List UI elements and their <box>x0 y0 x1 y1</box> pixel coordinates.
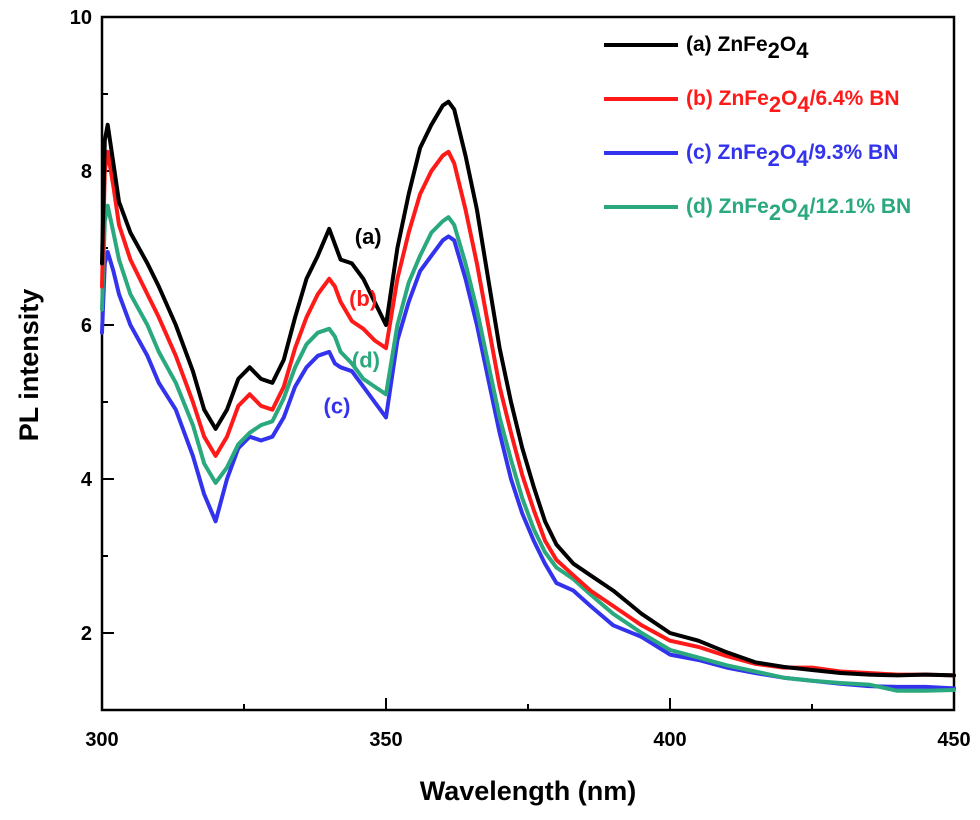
plot-frame <box>100 15 956 712</box>
curve-label: (d) <box>352 347 380 372</box>
y-tick-label: 6 <box>81 315 92 337</box>
y-axis-title: PL intensity <box>14 289 44 442</box>
x-tick-label: 450 <box>937 729 970 751</box>
x-axis-title: Wavelength (nm) <box>420 776 637 806</box>
curve-annotations: (a) (b) (d)(c) <box>324 224 382 418</box>
series-line-a <box>100 99 956 678</box>
y-tick-label: 2 <box>81 623 92 645</box>
x-tick-label: 350 <box>369 729 402 751</box>
series-line-d <box>100 203 956 693</box>
axis-ticks <box>101 16 955 710</box>
legend: (a) ZnFe2O4 (b) ZnFe2O4/6.4% BN (c) ZnFe2O… <box>604 33 911 225</box>
tick-labels: 300 350 400 450 2 4 6 8 10 <box>70 7 971 751</box>
legend-label-b: (b) ZnFe2O4/6.4% BN <box>686 87 900 117</box>
series-line-b <box>100 149 956 678</box>
y-tick-label: 4 <box>81 469 93 491</box>
series-lines <box>100 99 956 693</box>
x-tick-label: 300 <box>85 729 118 751</box>
y-tick-label: 10 <box>70 7 92 29</box>
curve-label: (b) <box>349 286 377 311</box>
legend-label-c: (c) ZnFe2O4/9.3% BN <box>686 141 898 171</box>
curve-label: (a) <box>355 224 382 249</box>
legend-label-a: (a) ZnFe2O4 <box>686 33 809 63</box>
x-tick-label: 400 <box>653 729 686 751</box>
y-tick-label: 8 <box>81 161 92 183</box>
curve-label: (c) <box>324 394 351 419</box>
series-line-c <box>100 234 956 691</box>
legend-label-d: (d) ZnFe2O4/12.1% BN <box>686 195 911 225</box>
